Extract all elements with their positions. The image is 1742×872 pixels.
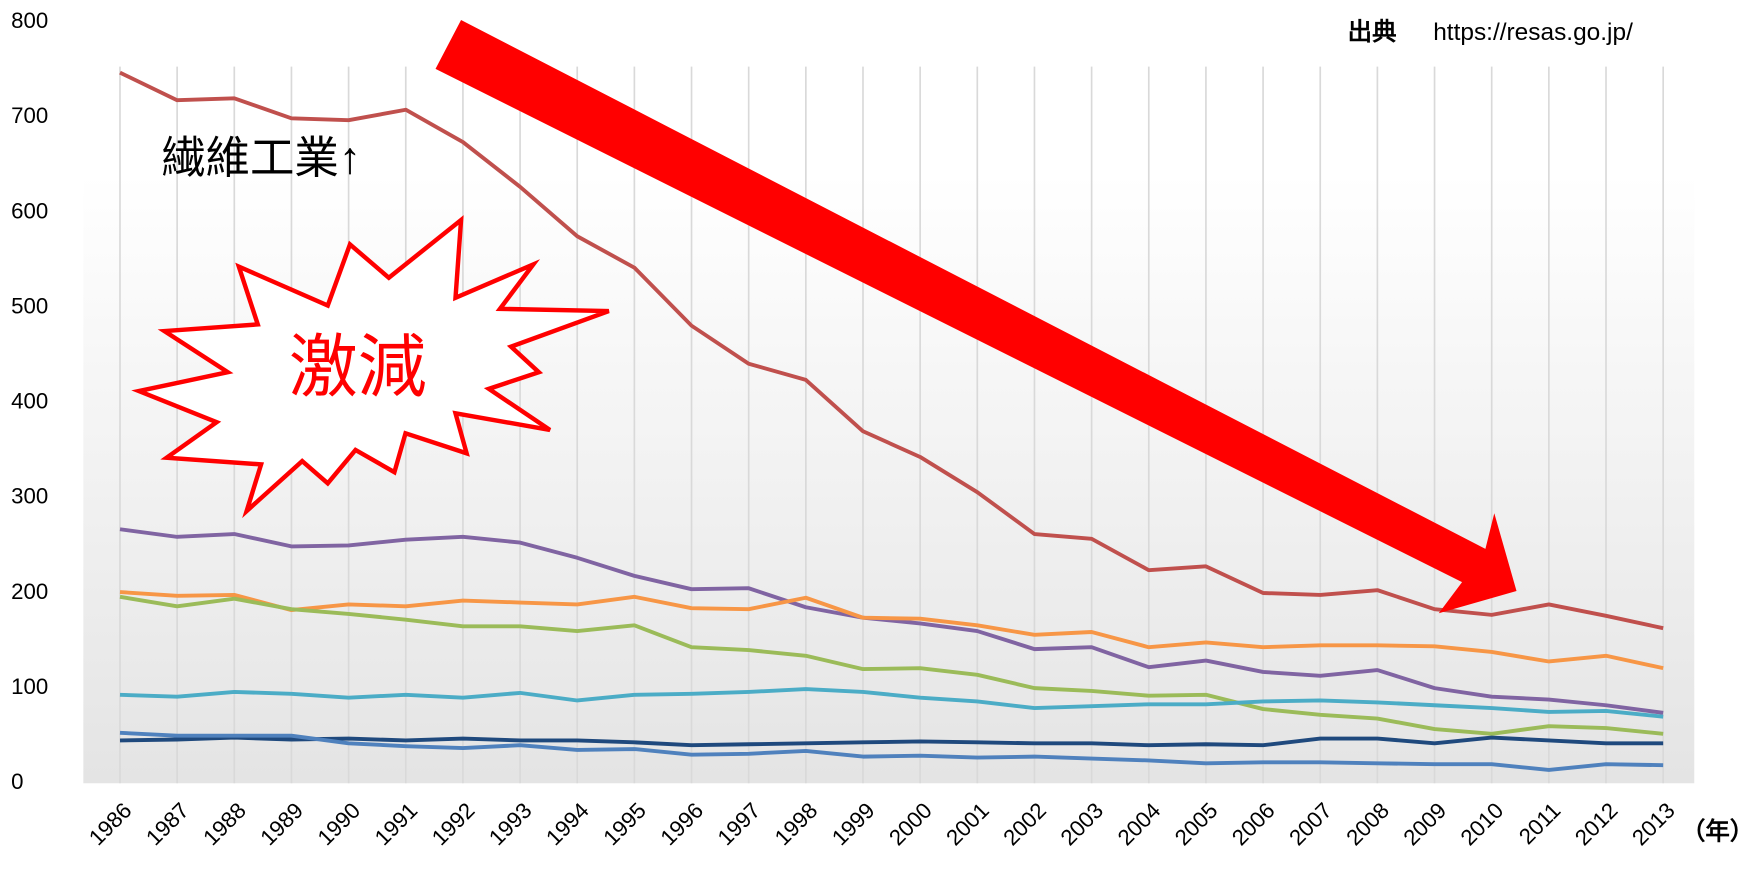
y-tick-label: 800 <box>11 8 48 33</box>
x-unit: （年） <box>1681 817 1742 846</box>
x-tick-label: 2008 <box>1341 798 1394 851</box>
x-tick-label: 1991 <box>370 798 423 851</box>
y-tick-label: 200 <box>11 579 48 604</box>
x-tick-label: 2002 <box>998 798 1051 851</box>
x-tick-label: 1987 <box>141 798 194 851</box>
x-tick-label: 1993 <box>484 798 537 851</box>
x-tick-label: 1986 <box>84 798 137 851</box>
x-tick-label: 1989 <box>255 798 308 851</box>
x-tick-label: 2005 <box>1170 798 1223 851</box>
y-tick-label: 600 <box>11 198 48 223</box>
x-tick-label: 2000 <box>884 798 937 851</box>
x-tick-label: 2009 <box>1398 798 1451 851</box>
y-tick-label: 500 <box>11 293 48 318</box>
x-tick-label: 1996 <box>655 798 708 851</box>
x-tick-label: 2004 <box>1113 798 1166 851</box>
x-tick-label: 1995 <box>598 798 651 851</box>
y-tick-label: 100 <box>11 674 48 699</box>
x-tick-label: 1988 <box>198 798 251 851</box>
x-tick-label: 1998 <box>770 798 823 851</box>
x-tick-label: 2013 <box>1627 798 1680 851</box>
x-tick-label: 1997 <box>713 798 766 851</box>
x-tick-label: 1994 <box>541 798 594 851</box>
y-tick-label: 300 <box>11 484 48 509</box>
source-label: 出典 <box>1348 18 1397 46</box>
y-tick-label: 700 <box>11 103 48 128</box>
x-tick-label: 2007 <box>1284 798 1337 851</box>
y-tick-label: 400 <box>11 389 48 414</box>
x-tick-label: 2010 <box>1456 798 1509 851</box>
annotation: 繊維工業↑ <box>161 134 361 183</box>
y-tick-label: 0 <box>11 769 23 794</box>
x-tick-label: 2003 <box>1056 798 1109 851</box>
x-tick-label: 2011 <box>1514 798 1565 849</box>
x-tick-label: 1990 <box>313 798 366 851</box>
x-tick-label: 1992 <box>427 798 480 851</box>
source-url: https://resas.go.jp/ <box>1433 19 1633 46</box>
x-tick-label: 2012 <box>1570 798 1623 851</box>
x-tick-label: 2001 <box>941 798 994 851</box>
x-tick-label: 1999 <box>827 798 880 851</box>
x-tick-label: 2006 <box>1227 798 1280 851</box>
chart: 激減 繊維工業↑ 出典 https://resas.go.jp/ （年） 0 10… <box>0 0 1742 872</box>
callout: 激減 <box>289 328 427 405</box>
